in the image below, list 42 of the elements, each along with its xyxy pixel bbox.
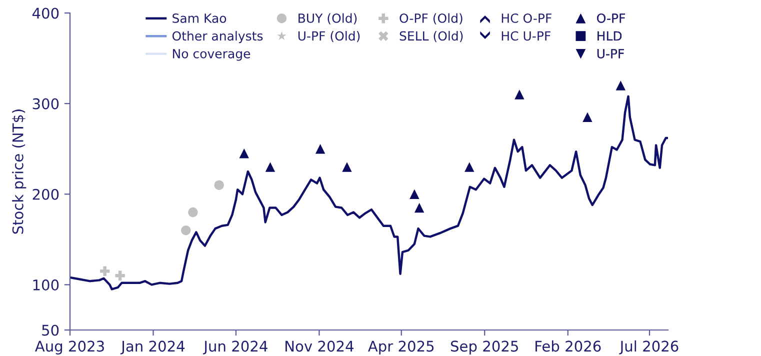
point — [414, 202, 424, 213]
y-tick-label: 400 — [32, 8, 59, 19]
x-tick-label: Jul 2026 — [619, 340, 678, 354]
point — [100, 266, 110, 276]
point — [214, 180, 224, 190]
point — [265, 162, 276, 172]
legend-label: U-PF — [597, 49, 624, 58]
legend-label: SELL (Old) — [400, 30, 463, 42]
legend-label: Sam Kao — [172, 13, 226, 23]
x-tick-label: Nov 2024 — [286, 340, 354, 352]
point — [464, 162, 474, 172]
legend-label: Other analysts — [172, 30, 263, 44]
legend-label: HLD — [598, 31, 622, 40]
x-tick-label: Aug 2023 — [35, 340, 104, 355]
legend-label: O-PF (Old) — [400, 13, 462, 24]
point — [181, 226, 191, 236]
legend-label: U-PF (Old) — [298, 30, 360, 42]
point — [115, 270, 125, 281]
y-tick-label: 50 — [42, 324, 59, 336]
point — [188, 207, 198, 218]
x-tick-label: Jun 2024 — [202, 340, 268, 354]
x-tick-label: Feb 2026 — [536, 340, 601, 352]
legend-label: HC U-PF — [502, 31, 550, 41]
line-series — [70, 95, 668, 290]
legend-label: O-PF — [597, 13, 626, 23]
legend-label: BUY (Old) — [298, 13, 357, 24]
x-tick-label: Apr 2025 — [368, 340, 434, 355]
legend-label: No coverage — [172, 49, 250, 61]
x-tick-label: Jan 2024 — [120, 340, 185, 354]
legend-label: HC O-PF — [502, 13, 552, 23]
y-tick-label: 200 — [32, 188, 59, 200]
point — [239, 148, 249, 158]
y-tick-label: 300 — [32, 98, 59, 110]
point — [410, 189, 420, 200]
y-tick-label: 100 — [33, 279, 59, 290]
point — [342, 162, 352, 172]
point — [582, 112, 592, 122]
point — [616, 80, 626, 90]
point — [514, 90, 524, 100]
x-tick-label: Sep 2025 — [450, 340, 518, 355]
y-axis-title: Stock price (NT$) — [12, 110, 26, 234]
point — [315, 144, 326, 154]
